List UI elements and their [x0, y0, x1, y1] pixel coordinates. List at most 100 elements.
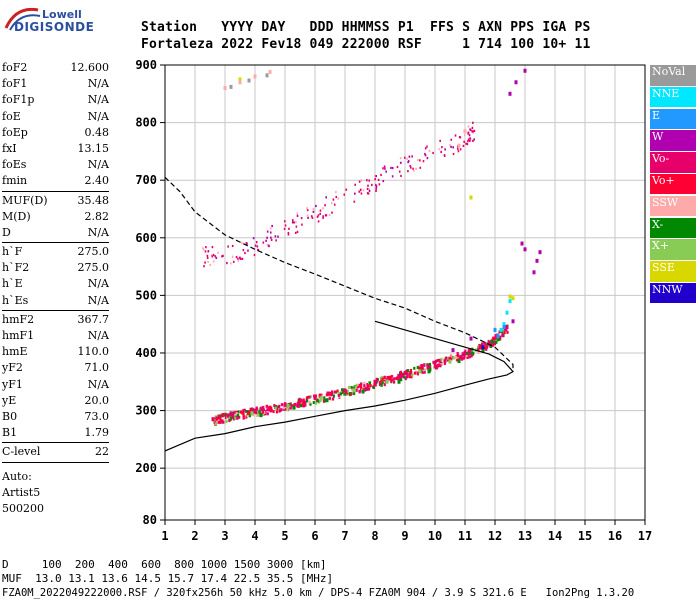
trace-echo-point	[398, 374, 401, 378]
y-tick-label: 400	[135, 346, 157, 360]
trace-echo-point	[304, 400, 307, 404]
trace-echo-point	[345, 391, 348, 395]
second-hop-echo-point	[319, 209, 322, 212]
trace-echo-point	[252, 413, 255, 417]
y-tick-label: 700	[135, 173, 157, 187]
param-key: foF2	[2, 61, 28, 74]
trace-echo-point	[435, 359, 438, 363]
trace-echo-point	[314, 401, 318, 405]
param-row: fmin 2.40	[2, 173, 109, 189]
series-point-vo-	[358, 383, 362, 388]
trace-echo-point	[380, 383, 383, 387]
second-hop-echo-point	[337, 197, 340, 200]
second-hop-echo-point	[235, 255, 238, 259]
x-tick-label: 7	[341, 529, 348, 543]
trace-echo-point	[403, 375, 406, 379]
trace-echo-point	[504, 327, 507, 331]
trace-echo-point	[421, 370, 424, 374]
second-hop-echo-point	[266, 243, 269, 246]
second-hop-echo-point	[467, 132, 469, 135]
trace-echo-point	[396, 377, 399, 381]
trace-echo-point	[413, 371, 417, 375]
second-hop-echo-point	[284, 220, 286, 223]
param-row: h`F2 275.0	[2, 260, 109, 276]
series-point-w	[523, 68, 527, 73]
trace-echo-point	[501, 334, 504, 338]
param-key: foEs	[2, 158, 27, 172]
second-hop-echo-point	[256, 245, 259, 248]
trace-echo-point	[397, 373, 400, 377]
param-value: 71.0	[84, 361, 110, 375]
second-hop-echo-point	[252, 237, 255, 240]
trace-echo-point	[236, 413, 240, 417]
trace-echo-point	[506, 330, 509, 334]
second-hop-echo-point	[345, 188, 348, 191]
trace-echo-point	[286, 407, 289, 411]
second-hop-echo-point	[412, 167, 414, 170]
trace-echo-point	[491, 338, 494, 342]
trace-echo-point	[236, 416, 239, 420]
trace-echo-point	[326, 393, 329, 397]
second-hop-echo-point	[441, 146, 443, 149]
trace-echo-point	[485, 347, 488, 351]
trace-echo-point	[466, 352, 469, 356]
trace-echo-point	[372, 386, 376, 390]
second-hop-echo-point	[262, 241, 265, 244]
lowell-digisonde-logo: Lowell DIGISONDE	[2, 2, 102, 38]
param-value: 35.48	[77, 193, 110, 207]
series-point-w	[469, 336, 473, 341]
second-hop-echo-point	[268, 245, 270, 248]
trace-echo-point	[219, 420, 222, 424]
trace-echo-point	[379, 381, 382, 385]
second-hop-echo-point	[301, 223, 303, 226]
trace-echo-point	[221, 419, 224, 423]
second-hop-echo-point	[296, 214, 299, 217]
trace-echo-point	[404, 377, 407, 381]
trace-echo-point	[275, 407, 279, 411]
second-hop-echo-point	[398, 170, 401, 173]
legend-item-x-: X+	[650, 239, 696, 260]
second-hop-echo-point	[343, 193, 346, 196]
second-hop-echo-point	[284, 224, 287, 227]
second-hop-echo-point	[217, 251, 219, 254]
trace-echo-point	[353, 385, 356, 389]
param-separator	[2, 442, 109, 444]
trace-echo-point	[488, 344, 491, 348]
trace-echo-point	[484, 346, 487, 350]
trace-echo-point	[248, 414, 252, 418]
second-hop-echo-point	[449, 143, 451, 147]
second-hop-echo-point	[466, 143, 469, 146]
second-hop-echo-point	[209, 263, 212, 267]
trace-echo-point	[416, 366, 419, 370]
second-hop-echo-point	[373, 174, 376, 177]
trace-echo-point	[373, 383, 376, 387]
second-hop-echo-point	[407, 160, 410, 163]
second-hop-echo-point	[271, 224, 273, 228]
param-key: B0	[2, 409, 18, 423]
param-value: N/A	[87, 277, 109, 291]
x-tick-label: 17	[638, 529, 652, 543]
second-hop-echo-point	[306, 207, 308, 210]
trace-echo-point	[246, 411, 250, 415]
param-row: B0 73.0	[2, 409, 109, 425]
second-hop-echo-point	[283, 227, 286, 230]
param-key: h`E	[2, 277, 23, 291]
series-point-nnw	[481, 345, 485, 350]
trace-echo-point	[214, 422, 218, 426]
second-hop-echo-point	[204, 250, 207, 253]
series-point-w	[451, 348, 455, 353]
x-tick-label: 8	[371, 529, 378, 543]
second-hop-echo-point	[295, 221, 297, 224]
param-key: D	[2, 225, 11, 239]
second-hop-echo-point	[375, 185, 378, 188]
second-hop-echo-point	[424, 147, 427, 150]
second-hop-echo-point	[296, 230, 299, 233]
trace-echo-point	[222, 413, 226, 417]
x-tick-label: 2	[191, 529, 198, 543]
trace-echo-point	[320, 393, 323, 397]
series-point-e	[502, 325, 506, 330]
trace-echo-point	[266, 408, 269, 412]
second-hop-echo-point	[382, 167, 384, 170]
y-tick-label: 800	[135, 116, 157, 130]
second-hop-echo-point	[253, 253, 256, 257]
